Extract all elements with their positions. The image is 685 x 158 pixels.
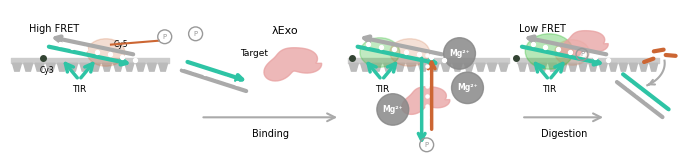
Polygon shape xyxy=(349,63,358,71)
Polygon shape xyxy=(361,63,370,71)
Ellipse shape xyxy=(525,34,573,69)
Polygon shape xyxy=(395,63,404,71)
Polygon shape xyxy=(429,63,439,71)
Text: TIR: TIR xyxy=(375,85,389,94)
Polygon shape xyxy=(12,63,21,71)
Polygon shape xyxy=(630,63,638,71)
Polygon shape xyxy=(80,63,89,71)
Text: Low FRET: Low FRET xyxy=(519,24,566,34)
Polygon shape xyxy=(569,63,577,71)
Text: Cy3: Cy3 xyxy=(40,66,55,75)
Polygon shape xyxy=(599,63,607,71)
Polygon shape xyxy=(476,63,485,71)
Text: TIR: TIR xyxy=(542,85,556,94)
Ellipse shape xyxy=(87,39,125,66)
Text: P: P xyxy=(194,31,198,37)
Polygon shape xyxy=(649,63,658,71)
Polygon shape xyxy=(441,63,451,71)
Polygon shape xyxy=(102,63,112,71)
Text: TIR: TIR xyxy=(72,85,86,94)
Polygon shape xyxy=(147,63,156,71)
Polygon shape xyxy=(559,63,566,71)
Polygon shape xyxy=(68,63,77,71)
Polygon shape xyxy=(125,63,134,71)
Polygon shape xyxy=(384,63,393,71)
Polygon shape xyxy=(136,63,145,71)
Text: Mg²⁺: Mg²⁺ xyxy=(449,49,470,58)
Polygon shape xyxy=(24,63,33,71)
Polygon shape xyxy=(46,63,55,71)
Polygon shape xyxy=(519,63,526,71)
Text: P: P xyxy=(162,34,166,40)
Polygon shape xyxy=(453,63,462,71)
Polygon shape xyxy=(538,63,547,71)
Text: P: P xyxy=(425,142,429,148)
Polygon shape xyxy=(640,63,647,71)
Polygon shape xyxy=(528,63,536,71)
Text: Mg²⁺: Mg²⁺ xyxy=(457,83,478,92)
Polygon shape xyxy=(499,63,508,71)
Polygon shape xyxy=(58,63,66,71)
Polygon shape xyxy=(464,63,473,71)
Polygon shape xyxy=(35,63,44,71)
Text: Digestion: Digestion xyxy=(541,129,587,139)
Polygon shape xyxy=(372,63,382,71)
Polygon shape xyxy=(560,31,608,58)
Polygon shape xyxy=(589,63,597,71)
Polygon shape xyxy=(264,48,322,81)
Ellipse shape xyxy=(360,38,400,67)
Text: P: P xyxy=(580,52,584,58)
Polygon shape xyxy=(609,63,617,71)
Text: Mg²⁺: Mg²⁺ xyxy=(382,105,403,114)
Text: Target: Target xyxy=(240,49,269,58)
Polygon shape xyxy=(419,63,427,71)
Polygon shape xyxy=(579,63,587,71)
Polygon shape xyxy=(159,63,168,71)
Circle shape xyxy=(444,38,475,69)
Circle shape xyxy=(377,94,409,125)
Polygon shape xyxy=(619,63,627,71)
Circle shape xyxy=(451,72,484,103)
Polygon shape xyxy=(402,87,450,114)
Ellipse shape xyxy=(390,39,429,66)
Text: λExo: λExo xyxy=(272,26,299,36)
Polygon shape xyxy=(407,63,416,71)
Polygon shape xyxy=(488,63,497,71)
Ellipse shape xyxy=(555,40,590,65)
Polygon shape xyxy=(91,63,100,71)
Polygon shape xyxy=(549,63,557,71)
Text: Cy5: Cy5 xyxy=(114,40,129,49)
Polygon shape xyxy=(114,63,123,71)
Text: Binding: Binding xyxy=(252,129,289,139)
Text: High FRET: High FRET xyxy=(29,24,79,34)
